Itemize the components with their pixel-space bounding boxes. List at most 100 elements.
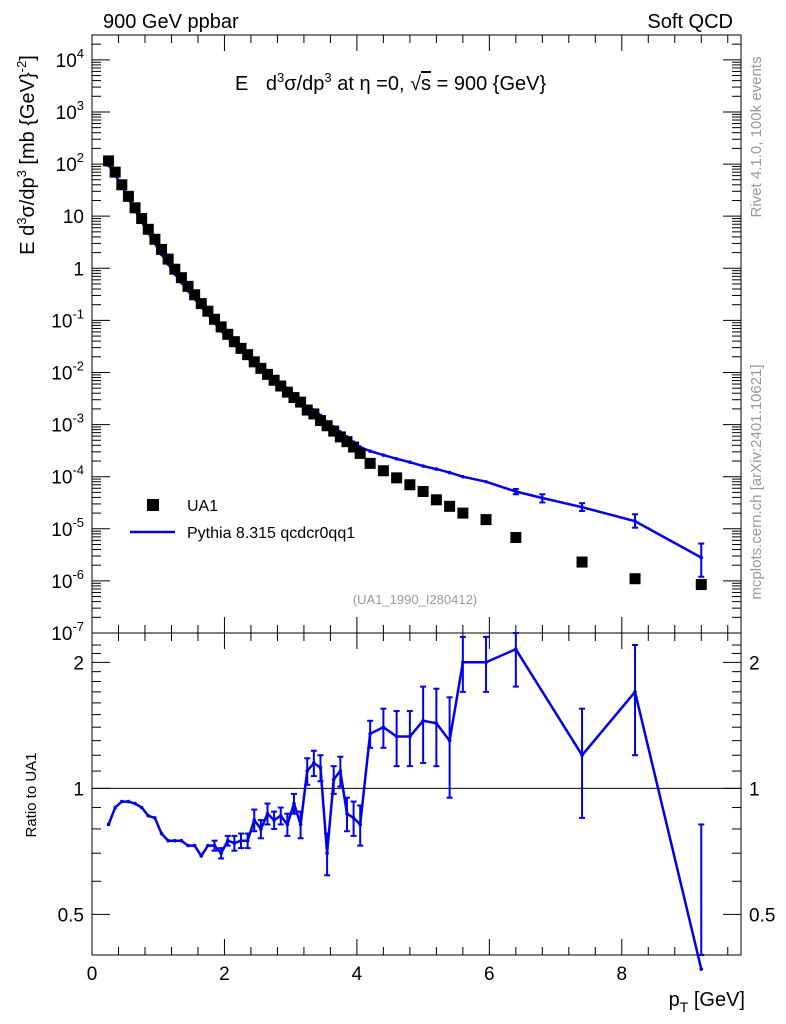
data-point	[242, 349, 254, 361]
y-tick-label: 10-5	[51, 515, 84, 541]
title-eq0: =0,	[371, 73, 410, 95]
ratio-point	[331, 777, 336, 782]
ratio-point	[292, 801, 296, 806]
mc-point	[580, 505, 584, 509]
ratio-point	[358, 822, 363, 827]
ratio-point	[699, 967, 704, 971]
ratio-ticks: 0 2 4 6 8 0.5 0.5 1 1 2 2	[58, 633, 775, 985]
data-point	[175, 272, 187, 284]
data-point	[189, 289, 201, 301]
ratio-point	[381, 725, 386, 729]
plot-title: E d3σ/dp3 at η =0, √s = 900 {GeV}	[235, 70, 546, 95]
mc-point	[484, 479, 488, 484]
main-panel: 10-7 10-6 10-5 10-4 10-3 10-2 10-1 1 10 102 103 104…	[14, 34, 742, 645]
ratio-point	[368, 732, 372, 736]
ratio-point	[351, 816, 356, 820]
legend-mc-label: Pythia 8.315 qcdcr0qq1	[187, 525, 355, 542]
x-tick-label: 0	[87, 964, 98, 985]
mcplots-label: mcplots.cern.ch [arXiv:2401.10621]	[748, 364, 765, 599]
data-point	[430, 494, 442, 506]
y-tick-label: 10-7	[51, 619, 84, 645]
mc-point	[394, 457, 399, 461]
data-point	[301, 404, 313, 416]
data-point	[228, 336, 240, 348]
data-point	[195, 298, 207, 310]
ratio-point	[212, 843, 217, 848]
title-sigma: σ/dp	[284, 73, 324, 95]
legend-data-marker	[147, 499, 159, 511]
data-point	[328, 425, 340, 437]
header-left: 900 GeV ppbar	[103, 11, 239, 33]
ratio-point	[461, 660, 465, 665]
ratio-y-axis-label: Ratio to UA1	[23, 752, 40, 837]
main-y-tick-labels: 10-7 10-6 10-5 10-4 10-3 10-2 10-1 1 10 102 103 104	[51, 46, 84, 645]
mc-point	[633, 519, 637, 523]
data-point	[116, 179, 128, 191]
data-point	[142, 223, 154, 235]
data-point	[268, 374, 280, 386]
ratio-frame	[91, 632, 742, 956]
ratio-point	[421, 719, 425, 723]
y-tick-label: 104	[56, 46, 84, 72]
ratio-point	[106, 822, 111, 827]
ratio-y-tick-label-left: 2	[73, 653, 84, 674]
mc-point	[514, 489, 518, 494]
ratio-point	[239, 838, 243, 843]
data-point	[136, 213, 148, 225]
mc-point	[699, 555, 704, 560]
y-tick-label: 1	[73, 259, 84, 280]
title-at: at	[332, 73, 360, 95]
ratio-point	[272, 818, 276, 822]
ratio-point	[318, 765, 323, 770]
ratio-point	[172, 838, 177, 843]
ratio-point	[338, 769, 343, 773]
data-point	[209, 313, 221, 325]
ratio-point	[394, 734, 399, 739]
ratio-point	[633, 690, 637, 694]
rivet-label: Rivet 4.1.0, 100k events	[748, 57, 765, 218]
analysis-label: (UA1_1990_I280412)	[353, 592, 477, 607]
main-x-ticks	[91, 35, 729, 633]
ratio-point	[345, 811, 349, 816]
data-point	[404, 479, 416, 491]
y-tick-label: 10-4	[51, 463, 84, 489]
data-point	[103, 155, 115, 167]
data-point	[295, 396, 307, 408]
ylabel-c: σ/dp	[17, 177, 39, 217]
ratio-point	[408, 734, 412, 739]
main-y-axis-label: E d3σ/dp3 [mb {GeV}-2]	[14, 55, 39, 255]
y-tick-label: 103	[56, 98, 84, 124]
mc-point	[434, 467, 439, 471]
xlabel-rest: [GeV]	[688, 989, 745, 1011]
ratio-point	[232, 841, 237, 845]
data-point	[321, 420, 333, 432]
title-s: s	[421, 73, 431, 95]
data-point	[281, 386, 293, 398]
ratio-point	[259, 827, 263, 831]
ratio-point	[285, 822, 290, 827]
data-point	[377, 465, 389, 477]
title-rest: = 900 {GeV}	[431, 73, 546, 95]
data-point	[444, 500, 456, 512]
data-point	[202, 305, 214, 317]
ratio-point	[139, 805, 144, 810]
mc-point	[408, 460, 412, 464]
data-point	[169, 263, 181, 275]
ratio-point	[199, 854, 204, 858]
data-point	[364, 457, 376, 469]
mc-point	[421, 464, 425, 468]
title-e: E	[235, 73, 248, 95]
data-point	[235, 342, 247, 354]
ylabel-e: [mb {GeV}	[17, 72, 39, 170]
ratio-point	[580, 753, 584, 758]
data-point	[261, 368, 273, 380]
mc-point	[540, 496, 545, 500]
y-tick-label: 10-3	[51, 411, 84, 437]
data-point	[629, 573, 641, 585]
xlabel-sub: T	[680, 999, 689, 1015]
data-point	[248, 356, 260, 368]
data-point	[348, 441, 360, 453]
data-point	[255, 362, 267, 374]
ylabel-d: 3	[14, 170, 29, 177]
